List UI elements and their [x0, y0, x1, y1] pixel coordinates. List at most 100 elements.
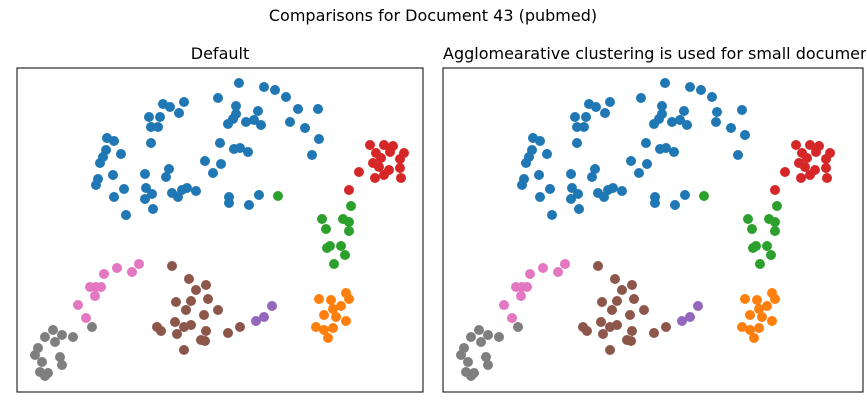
scatter-point	[336, 241, 346, 251]
scatter-point	[796, 173, 806, 183]
scatter-point	[766, 250, 776, 260]
scatter-point	[605, 97, 615, 107]
scatter-point	[379, 140, 389, 150]
scatter-point	[328, 323, 338, 333]
scatter-point	[743, 214, 753, 224]
scatter-point	[627, 326, 637, 336]
scatter-point	[649, 119, 659, 129]
scatter-point	[300, 123, 310, 133]
scatter-point	[740, 294, 750, 304]
scatter-point	[95, 158, 105, 168]
scatter-point	[745, 325, 755, 335]
scatter-point	[223, 328, 233, 338]
scatter-point	[560, 259, 570, 269]
scatter-point	[40, 332, 50, 342]
scatter-point	[483, 330, 493, 340]
scatter-point	[463, 357, 473, 367]
scatter-point	[660, 78, 670, 88]
scatter-point	[669, 147, 679, 157]
scatter-point	[235, 322, 245, 332]
scatter-point	[634, 168, 644, 178]
scatter-point	[791, 140, 801, 150]
scatter-point	[43, 368, 53, 378]
scatter-point	[636, 93, 646, 103]
scatter-point	[699, 191, 709, 201]
scatter-point	[553, 267, 563, 277]
scatter-point	[200, 156, 210, 166]
scatter-point	[522, 282, 532, 292]
scatter-point	[321, 224, 331, 234]
scatter-point	[603, 185, 613, 195]
scatter-point	[37, 357, 47, 367]
scatter-point	[747, 224, 757, 234]
scatter-point	[50, 337, 60, 347]
scatter-point	[805, 140, 815, 150]
scatter-point	[677, 316, 687, 326]
scatter-point	[314, 134, 324, 144]
scatter-point	[57, 360, 67, 370]
right-scatter-panel	[442, 67, 864, 393]
scatter-point	[612, 296, 622, 306]
scatter-point	[680, 190, 690, 200]
right-axes-frame	[442, 67, 864, 393]
scatter-point	[171, 297, 181, 307]
scatter-point	[456, 350, 466, 360]
scatter-point	[494, 332, 504, 342]
scatter-point	[667, 117, 677, 127]
scatter-point	[336, 301, 346, 311]
scatter-point	[802, 153, 812, 163]
scatter-point	[341, 316, 351, 326]
scatter-point	[627, 280, 637, 290]
scatter-point	[598, 329, 608, 339]
scatter-point	[344, 217, 354, 227]
scatter-point	[161, 172, 171, 182]
scatter-point	[642, 159, 652, 169]
scatter-point	[344, 294, 354, 304]
scatter-point	[30, 350, 40, 360]
scatter-point	[344, 226, 354, 236]
scatter-point	[696, 85, 706, 95]
scatter-point	[199, 310, 209, 320]
scatter-point	[395, 154, 405, 164]
scatter-point	[170, 317, 180, 327]
scatter-point	[707, 92, 717, 102]
scatter-point	[534, 170, 544, 180]
scatter-point	[507, 313, 517, 323]
scatter-point	[229, 144, 239, 154]
scatter-point	[346, 201, 356, 211]
scatter-point	[270, 85, 280, 95]
scatter-point	[215, 138, 225, 148]
scatter-point	[344, 185, 354, 195]
scatter-point	[655, 144, 665, 154]
scatter-point	[186, 296, 196, 306]
scatter-point	[639, 305, 649, 315]
scatter-point	[121, 210, 131, 220]
scatter-point	[81, 313, 91, 323]
scatter-point	[547, 210, 557, 220]
scatter-point	[146, 122, 156, 132]
scatter-point	[354, 167, 364, 177]
scatter-point	[607, 305, 617, 315]
scatter-point	[165, 102, 175, 112]
scatter-point	[597, 297, 607, 307]
scatter-point	[119, 184, 129, 194]
left-panel-title: Default	[190, 44, 250, 63]
scatter-point	[243, 147, 253, 157]
scatter-point	[625, 310, 635, 320]
scatter-point	[626, 156, 636, 166]
scatter-point	[574, 204, 584, 214]
scatter-point	[200, 336, 210, 346]
scatter-point	[481, 352, 491, 362]
scatter-point	[179, 97, 189, 107]
scatter-point	[281, 92, 291, 102]
scatter-point	[754, 323, 764, 333]
scatter-point	[140, 169, 150, 179]
scatter-point	[256, 120, 266, 130]
scatter-point	[216, 159, 226, 169]
scatter-point	[241, 117, 251, 127]
scatter-point	[610, 274, 620, 284]
scatter-point	[164, 164, 174, 174]
scatter-point	[144, 112, 154, 122]
scatter-point	[231, 101, 241, 111]
scatter-point	[593, 261, 603, 271]
